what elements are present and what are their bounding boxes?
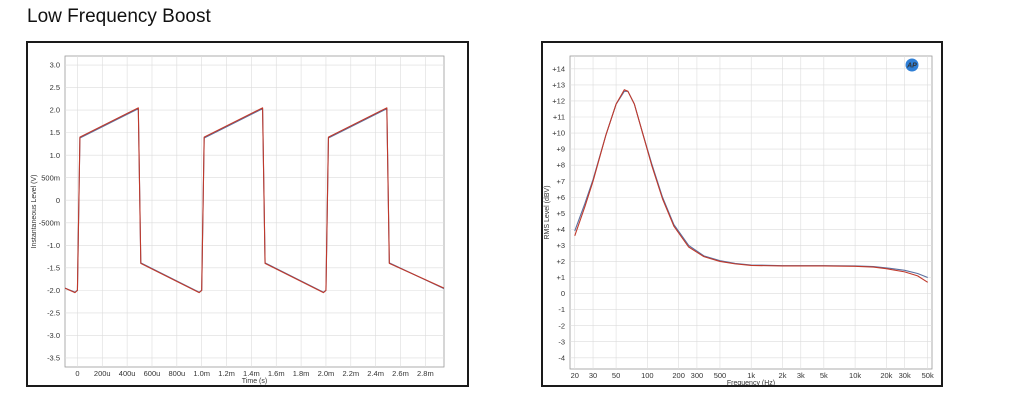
- x-tick-label: 2.8m: [417, 369, 434, 378]
- y-tick-label: +6: [556, 193, 565, 202]
- y-tick-label: 0: [56, 196, 60, 205]
- x-tick-label: 1.6m: [268, 369, 285, 378]
- x-tick-label: 50k: [922, 371, 934, 380]
- frequency-response-chart: 20 30 50 100 200 300 500 1k 2k 3k 5k 10k 20k 30k 50k +1…: [544, 55, 934, 387]
- y-tick-label: 3.0: [50, 61, 60, 70]
- y-tick-label: -2.0: [47, 286, 60, 295]
- ap-logo-text: AP: [906, 63, 917, 70]
- y-tick-label: 2.5: [50, 83, 60, 92]
- y-tick-label: +5: [556, 209, 565, 218]
- time-domain-chart-panel: 0 200u 400u 600u 800u 1.0m 1.2m 1.4m 1.6m 1.8m 2.0…: [26, 41, 469, 387]
- x-tick-label: 500: [714, 371, 727, 380]
- y-tick-label: +4: [556, 225, 565, 234]
- x-tick-label: 2k: [779, 371, 787, 380]
- plot-area: [64, 55, 445, 368]
- y-tick-label: +9: [556, 145, 565, 154]
- x-tick-label: 10k: [849, 371, 861, 380]
- x-tick-label: 30: [589, 371, 597, 380]
- x-tick-label: 2.0m: [318, 369, 335, 378]
- series-line: [574, 89, 928, 283]
- y-tick-label: +7: [556, 177, 565, 186]
- y-tick-label: 0: [561, 289, 565, 298]
- x-tick-label: 1.4m: [243, 369, 260, 378]
- x-tick-label: 400u: [119, 369, 136, 378]
- ap-logo-icon: AP: [905, 58, 919, 72]
- x-tick-label: 2.2m: [342, 369, 359, 378]
- time-domain-chart: 0 200u 400u 600u 800u 1.0m 1.2m 1.4m 1.6m 1.8m 2.0…: [31, 55, 445, 385]
- series-line: [65, 107, 444, 294]
- x-tick-label: 100: [641, 371, 654, 380]
- y-tick-label: 1.5: [50, 128, 60, 137]
- x-tick-label: 30k: [899, 371, 911, 380]
- y-tick-label: -1: [558, 305, 565, 314]
- x-tick-label: 1.8m: [293, 369, 310, 378]
- x-tick-label: 1.0m: [193, 369, 210, 378]
- ap-logo-circle: [905, 58, 919, 72]
- x-tick-label: 2.6m: [392, 369, 409, 378]
- y-tick-label: +1: [556, 273, 565, 282]
- x-tick-label: 20: [571, 371, 579, 380]
- x-tick-label: 2.4m: [367, 369, 384, 378]
- y-tick-label: -2.5: [47, 309, 60, 318]
- y-tick-label: +14: [552, 64, 565, 73]
- x-tick-label: 600u: [144, 369, 161, 378]
- x-tick-label: 50: [612, 371, 620, 380]
- y-tick-label: 1.0: [50, 151, 60, 160]
- x-tick-label: 1k: [747, 371, 755, 380]
- x-axis-title: Time (s): [242, 378, 267, 385]
- x-axis-title: Frequency (Hz): [727, 380, 775, 385]
- y-tick-label: +3: [556, 241, 565, 250]
- y-tick-label: -3.5: [47, 354, 60, 363]
- x-tick-label: 0: [75, 369, 79, 378]
- x-tick-label: 300: [691, 371, 704, 380]
- x-tick-label: 200u: [94, 369, 111, 378]
- y-tick-label: +2: [556, 257, 565, 266]
- y-tick-label: -4: [558, 353, 565, 362]
- y-axis-title: Instantaneous Level (V): [31, 175, 38, 249]
- y-tick-label: -1.0: [47, 241, 60, 250]
- x-tick-label: 5k: [820, 371, 828, 380]
- frequency-response-chart-panel: 20 30 50 100 200 300 500 1k 2k 3k 5k 10k 20k 30k 50k +1…: [541, 41, 943, 387]
- page-title: Low Frequency Boost: [27, 6, 211, 27]
- x-tick-label: 1.2m: [218, 369, 235, 378]
- y-tick-label: +11: [553, 113, 565, 122]
- y-tick-label: +13: [552, 80, 565, 89]
- x-tick-label: 3k: [797, 371, 805, 380]
- y-tick-label: -3.0: [47, 331, 60, 340]
- y-tick-label: -500m: [39, 218, 60, 227]
- y-tick-label: +10: [552, 129, 565, 138]
- y-axis-title: RMS Level (dBV): [544, 185, 551, 239]
- y-tick-label: 500m: [41, 173, 60, 182]
- x-tick-label: 200: [672, 371, 685, 380]
- y-tick-label: -3: [558, 337, 565, 346]
- y-tick-label: -2: [558, 321, 565, 330]
- y-tick-label: -1.5: [47, 263, 60, 272]
- x-tick-label: 20k: [880, 371, 892, 380]
- y-tick-label: 2.0: [50, 106, 60, 115]
- y-tick-label: +12: [552, 97, 565, 106]
- x-tick-label: 800u: [168, 369, 185, 378]
- y-tick-label: +8: [556, 161, 565, 170]
